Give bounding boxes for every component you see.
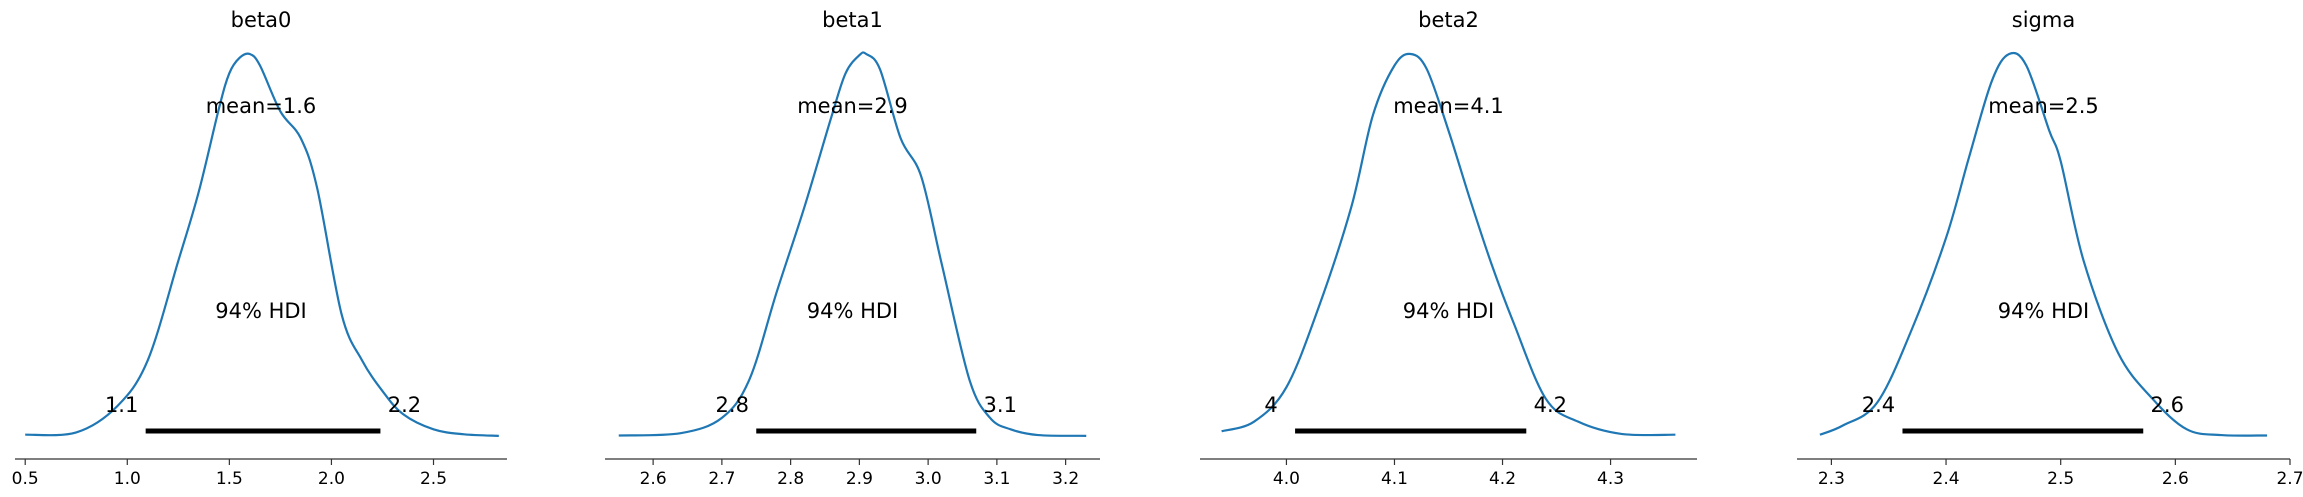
x-tick-label: 1.0	[114, 469, 141, 489]
x-tick-label: 1.5	[216, 469, 243, 489]
x-tick-label: 2.5	[2047, 469, 2074, 489]
hdi-lower-label: 4	[1264, 393, 1277, 417]
x-tick-label: 4.1	[1381, 469, 1408, 489]
hdi-upper-label: 2.6	[2151, 393, 2184, 417]
x-tick-label: 2.9	[846, 469, 873, 489]
x-tick-label: 2.7	[708, 469, 735, 489]
hdi-lower-label: 1.1	[105, 393, 138, 417]
mean-label: mean=2.5	[1988, 94, 2099, 118]
hdi-label: 94% HDI	[215, 299, 307, 323]
hdi-label: 94% HDI	[807, 299, 899, 323]
density-curve	[25, 52, 499, 437]
hdi-upper-label: 4.2	[1534, 393, 1567, 417]
hdi-upper-label: 3.1	[984, 393, 1017, 417]
panel-beta0: beta0 mean=1.6 94% HDI 1.1 2.2 0.5 1.0 1.5 2.0 2.…	[12, 8, 507, 489]
panel-title: beta1	[822, 8, 883, 32]
x-tick-label: 2.6	[2162, 469, 2189, 489]
x-tick-label: 2.6	[640, 469, 667, 489]
hdi-upper-label: 2.2	[388, 393, 421, 417]
x-tick-label: 4.3	[1597, 469, 1624, 489]
panel-beta1: beta1 mean=2.9 94% HDI 2.8 3.1 2.6 2.7 2.8 2.9 3.…	[605, 8, 1100, 489]
x-tick-label: 2.8	[777, 469, 804, 489]
mean-label: mean=4.1	[1393, 94, 1504, 118]
x-tick-label: 2.5	[420, 469, 447, 489]
x-tick-label: 2.3	[1818, 469, 1845, 489]
panel-title: beta2	[1418, 8, 1479, 32]
panel-title: sigma	[2012, 8, 2075, 32]
x-tick-label: 3.2	[1052, 469, 1079, 489]
hdi-label: 94% HDI	[1998, 299, 2090, 323]
x-tick-label: 2.4	[1933, 469, 1960, 489]
density-curve	[1819, 51, 2268, 437]
x-tick-label: 4.2	[1489, 469, 1516, 489]
panel-beta2: beta2 mean=4.1 94% HDI 4 4.2 4.0 4.1 4.2 4.3	[1200, 8, 1697, 489]
x-tick-label: 3.0	[915, 469, 942, 489]
x-tick-label: 3.1	[983, 469, 1010, 489]
panel-title: beta0	[231, 8, 292, 32]
density-curve	[618, 51, 1087, 437]
x-tick-label: 2.0	[318, 469, 345, 489]
density-curve	[1221, 52, 1676, 437]
mean-label: mean=2.9	[797, 94, 908, 118]
hdi-lower-label: 2.4	[1862, 393, 1895, 417]
x-tick-label: 0.5	[12, 469, 39, 489]
hdi-label: 94% HDI	[1403, 299, 1495, 323]
hdi-lower-label: 2.8	[716, 393, 749, 417]
x-tick-label: 2.7	[2276, 469, 2303, 489]
x-tick-label: 4.0	[1273, 469, 1300, 489]
panel-sigma: sigma mean=2.5 94% HDI 2.4 2.6 2.3 2.4 2.5 2.6 2.…	[1797, 8, 2303, 489]
mean-label: mean=1.6	[206, 94, 317, 118]
